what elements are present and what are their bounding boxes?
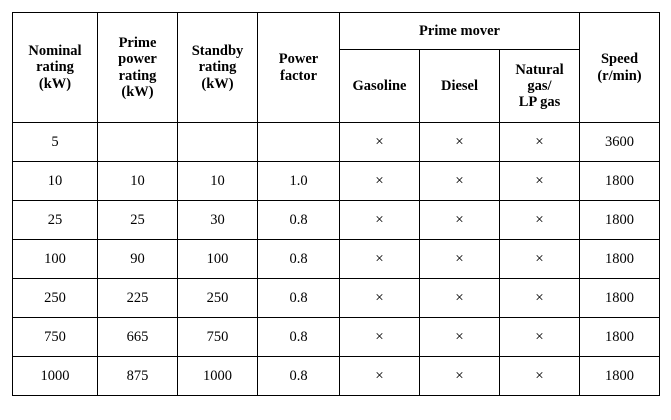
cell-gasoline-mark: × (339, 122, 420, 162)
cell-nominal: 750 (12, 317, 98, 357)
cell-diesel-mark: × (419, 122, 500, 162)
header-line: LP gas (518, 94, 561, 111)
cell-gasoline-mark: × (339, 161, 420, 201)
header-gasoline: Gasoline (339, 49, 420, 123)
cell-power-factor: 1.0 (257, 161, 340, 201)
cell-standby: 250 (177, 278, 258, 318)
header-standby-rating: Standby rating (kW) (177, 12, 258, 123)
cell-power-factor: 0.8 (257, 317, 340, 357)
header-line: Power (278, 51, 319, 68)
cell-standby: 750 (177, 317, 258, 357)
cell-nominal: 1000 (12, 356, 98, 396)
cell-speed: 1800 (579, 356, 660, 396)
header-line: gas/ (527, 77, 552, 94)
header-line: (kW) (38, 75, 72, 92)
cell-natural-gas-mark: × (499, 278, 580, 318)
header-line: rating (198, 59, 237, 76)
cell-speed: 1800 (579, 317, 660, 357)
cell-power-factor: 0.8 (257, 278, 340, 318)
cell-gasoline-mark: × (339, 239, 420, 279)
header-speed: Speed (r/min) (579, 12, 660, 123)
cell-nominal: 250 (12, 278, 98, 318)
header-line: Prime (118, 35, 157, 52)
cell-nominal: 5 (12, 122, 98, 162)
header-natural-gas: Natural gas/ LP gas (499, 49, 580, 123)
cell-prime: 225 (97, 278, 178, 318)
header-line: rating (118, 67, 157, 84)
header-prime-mover: Prime mover (339, 12, 580, 50)
cell-speed: 1800 (579, 278, 660, 318)
header-line: (r/min) (597, 67, 642, 84)
cell-natural-gas-mark: × (499, 161, 580, 201)
header-line: Standby (191, 43, 244, 60)
header-line: (kW) (121, 83, 154, 100)
header-line: factor (279, 67, 318, 84)
header-nominal-rating: Nominal rating (kW) (12, 12, 98, 123)
cell-prime: 665 (97, 317, 178, 357)
table-row: 1000 875 1000 0.8 × × × 1800 (12, 356, 660, 396)
cell-natural-gas-mark: × (499, 356, 580, 396)
cell-prime: 875 (97, 356, 178, 396)
header-line: Speed (600, 51, 639, 68)
header-line: Natural (515, 61, 564, 78)
cell-standby: 100 (177, 239, 258, 279)
cell-standby: 1000 (177, 356, 258, 396)
cell-speed: 1800 (579, 161, 660, 201)
cell-speed: 1800 (579, 200, 660, 240)
table-body: 5 × × × 3600 10 10 10 1.0 × × × 1800 25 (12, 122, 660, 396)
cell-power-factor (257, 122, 340, 162)
header-row-top: Nominal rating (kW) Prime power rating (… (12, 12, 660, 123)
header-line: (kW) (201, 75, 234, 92)
cell-gasoline-mark: × (339, 356, 420, 396)
header-diesel: Diesel (419, 49, 500, 123)
cell-natural-gas-mark: × (499, 317, 580, 357)
cell-natural-gas-mark: × (499, 122, 580, 162)
cell-diesel-mark: × (419, 200, 500, 240)
cell-gasoline-mark: × (339, 317, 420, 357)
table-row: 5 × × × 3600 (12, 122, 660, 162)
cell-power-factor: 0.8 (257, 200, 340, 240)
cell-nominal: 100 (12, 239, 98, 279)
cell-prime: 25 (97, 200, 178, 240)
cell-power-factor: 0.8 (257, 356, 340, 396)
cell-nominal: 25 (12, 200, 98, 240)
cell-standby: 30 (177, 200, 258, 240)
cell-diesel-mark: × (419, 161, 500, 201)
header-line: power (118, 51, 157, 68)
table-row: 100 90 100 0.8 × × × 1800 (12, 239, 660, 279)
header-prime-power-rating: Prime power rating (kW) (97, 12, 178, 123)
cell-nominal: 10 (12, 161, 98, 201)
header-row-sub: Gasoline Diesel Natural gas/ LP gas (13, 49, 660, 123)
header-line: Nominal (28, 43, 82, 60)
cell-prime: 90 (97, 239, 178, 279)
cell-natural-gas-mark: × (499, 239, 580, 279)
cell-standby: 10 (177, 161, 258, 201)
cell-prime: 10 (97, 161, 178, 201)
table-row: 750 665 750 0.8 × × × 1800 (12, 317, 660, 357)
cell-standby (177, 122, 258, 162)
header-power-factor: Power factor (257, 12, 340, 123)
table-row: 10 10 10 1.0 × × × 1800 (12, 161, 660, 201)
cell-speed: 3600 (579, 122, 660, 162)
cell-gasoline-mark: × (339, 278, 420, 318)
cell-natural-gas-mark: × (499, 200, 580, 240)
generator-ratings-table: Nominal rating (kW) Prime power rating (… (12, 12, 660, 396)
cell-power-factor: 0.8 (257, 239, 340, 279)
table-row: 25 25 30 0.8 × × × 1800 (12, 200, 660, 240)
cell-diesel-mark: × (419, 356, 500, 396)
cell-diesel-mark: × (419, 278, 500, 318)
cell-diesel-mark: × (419, 239, 500, 279)
table-row: 250 225 250 0.8 × × × 1800 (12, 278, 660, 318)
cell-gasoline-mark: × (339, 200, 420, 240)
cell-speed: 1800 (579, 239, 660, 279)
cell-prime (97, 122, 178, 162)
header-line: rating (36, 59, 74, 76)
cell-diesel-mark: × (419, 317, 500, 357)
